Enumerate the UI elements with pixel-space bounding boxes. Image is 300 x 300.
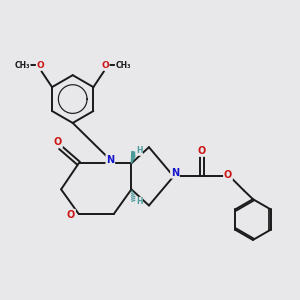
Text: CH₃: CH₃ (116, 61, 131, 70)
Text: O: O (37, 61, 44, 70)
Text: O: O (197, 146, 206, 156)
Text: O: O (224, 170, 232, 180)
Text: O: O (54, 137, 62, 147)
Text: O: O (67, 210, 75, 220)
Text: N: N (106, 155, 114, 165)
Text: H: H (136, 197, 142, 206)
Text: CH₃: CH₃ (14, 61, 30, 70)
Text: N: N (171, 168, 179, 178)
Text: O: O (101, 61, 109, 70)
Polygon shape (131, 152, 136, 163)
Text: H: H (136, 146, 142, 155)
